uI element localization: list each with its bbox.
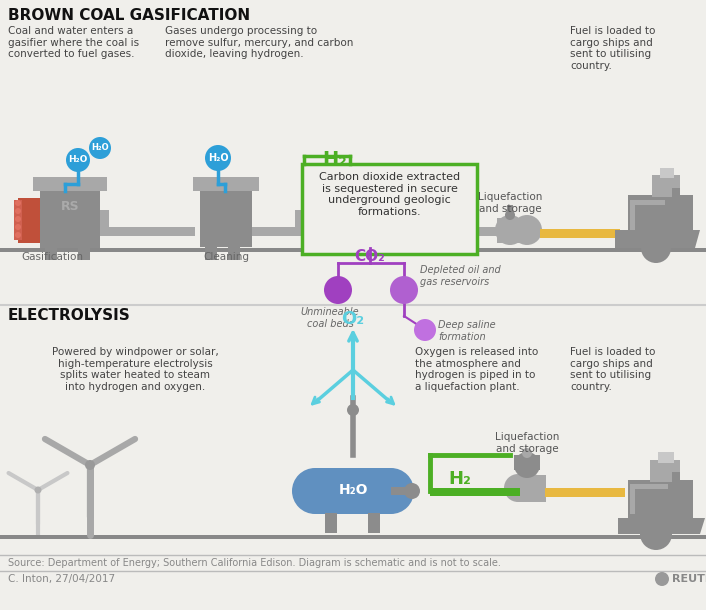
Bar (507, 205, 513, 216)
Circle shape (505, 210, 515, 220)
Text: Fuel is loaded to
cargo ships and
sent to utilising
country.: Fuel is loaded to cargo ships and sent t… (570, 26, 655, 71)
Circle shape (655, 572, 669, 586)
Bar (14, 200, 22, 240)
Circle shape (15, 216, 21, 222)
Text: Powered by windpower or solar,
high-temperature electrolysis
splits water heated: Powered by windpower or solar, high-temp… (52, 347, 218, 392)
Bar (630, 484, 635, 514)
Bar (477, 227, 532, 236)
Text: H₂O: H₂O (338, 483, 368, 497)
Text: Fuel is loaded to
cargo ships and
sent to utilising
country.: Fuel is loaded to cargo ships and sent t… (570, 347, 655, 392)
Bar (193, 177, 259, 191)
Bar (672, 188, 680, 206)
Polygon shape (615, 230, 700, 248)
Circle shape (205, 145, 231, 171)
Bar (630, 200, 665, 205)
Text: H₂O: H₂O (208, 153, 228, 163)
Circle shape (512, 215, 542, 245)
Circle shape (641, 233, 671, 263)
Bar (630, 484, 668, 489)
Bar (545, 488, 625, 497)
Bar (78, 245, 90, 260)
Text: Unmineable
coal beds: Unmineable coal beds (301, 307, 359, 329)
Bar (368, 513, 380, 533)
Circle shape (414, 319, 436, 341)
Circle shape (640, 518, 672, 550)
Circle shape (324, 276, 352, 304)
Circle shape (15, 224, 21, 230)
Bar (650, 460, 680, 482)
Text: CO₂: CO₂ (354, 249, 385, 264)
Text: BROWN COAL GASIFICATION: BROWN COAL GASIFICATION (8, 8, 250, 23)
Bar (0, 248, 706, 252)
Bar (100, 227, 195, 236)
Bar (628, 195, 693, 231)
Text: Oxygen is released into
the atmosphere and
hydrogen is piped in to
a liquefactio: Oxygen is released into the atmosphere a… (415, 347, 538, 392)
Bar (514, 455, 540, 470)
Circle shape (66, 148, 90, 172)
Text: O₂: O₂ (342, 310, 364, 328)
Circle shape (292, 468, 338, 514)
Text: H₂: H₂ (323, 150, 347, 169)
Bar (18, 198, 40, 243)
Bar (628, 480, 693, 519)
Circle shape (504, 474, 532, 502)
Circle shape (514, 452, 540, 478)
Text: Depleted oil and
gas reservoirs: Depleted oil and gas reservoirs (420, 265, 501, 287)
Circle shape (368, 468, 414, 514)
Bar (672, 472, 680, 490)
Bar (40, 185, 100, 248)
Text: Gasification: Gasification (21, 252, 83, 262)
Polygon shape (618, 518, 705, 534)
Circle shape (390, 276, 418, 304)
Circle shape (15, 232, 21, 238)
Circle shape (347, 404, 359, 416)
Circle shape (89, 137, 111, 159)
Text: ELECTROLYSIS: ELECTROLYSIS (8, 308, 131, 323)
Text: Source: Department of Energy; Southern California Edison. Diagram is schematic a: Source: Department of Energy; Southern C… (8, 558, 501, 568)
Bar (497, 218, 527, 243)
Text: Gases undergo processing to
remove sulfur, mercury, and carbon
dioxide, leaving : Gases undergo processing to remove sulfu… (165, 26, 354, 59)
Circle shape (35, 487, 42, 493)
Bar (325, 513, 337, 533)
Text: C. Inton, 27/04/2017: C. Inton, 27/04/2017 (8, 574, 115, 584)
Text: H₂O: H₂O (68, 156, 88, 165)
Bar (315, 468, 391, 514)
Text: Coal and water enters a
gasifier where the coal is
converted to fuel gases.: Coal and water enters a gasifier where t… (8, 26, 139, 59)
Circle shape (495, 215, 525, 245)
Text: Cleaning: Cleaning (203, 252, 249, 262)
Circle shape (15, 208, 21, 214)
Bar (658, 452, 674, 463)
Circle shape (15, 200, 21, 206)
Circle shape (522, 448, 532, 458)
Text: H₂: H₂ (448, 470, 472, 488)
Bar (45, 245, 57, 260)
Text: RS: RS (61, 199, 79, 212)
Text: Deep saline
formation: Deep saline formation (438, 320, 496, 342)
Circle shape (518, 474, 546, 502)
Bar (391, 487, 409, 495)
Bar (540, 229, 620, 238)
Bar (100, 210, 109, 236)
Circle shape (85, 460, 95, 470)
Bar (228, 245, 240, 260)
Bar (518, 475, 546, 502)
Bar (205, 245, 217, 260)
Bar (660, 168, 674, 178)
Bar (630, 200, 635, 230)
Text: Carbon dioxide extracted
is sequestered in secure
underground geologic
formation: Carbon dioxide extracted is sequestered … (319, 172, 460, 217)
Bar (200, 185, 252, 247)
Bar (430, 488, 520, 496)
Text: REUTERS: REUTERS (672, 574, 706, 584)
Text: Liquefaction
and storage: Liquefaction and storage (478, 192, 542, 214)
Text: Liquefaction
and storage: Liquefaction and storage (495, 432, 559, 454)
Bar (33, 177, 107, 191)
Bar (295, 210, 304, 236)
Bar (0, 535, 706, 539)
Text: H₂O: H₂O (91, 143, 109, 152)
Bar (252, 227, 302, 236)
Bar (302, 164, 477, 254)
Circle shape (404, 483, 420, 499)
Bar (652, 175, 680, 197)
